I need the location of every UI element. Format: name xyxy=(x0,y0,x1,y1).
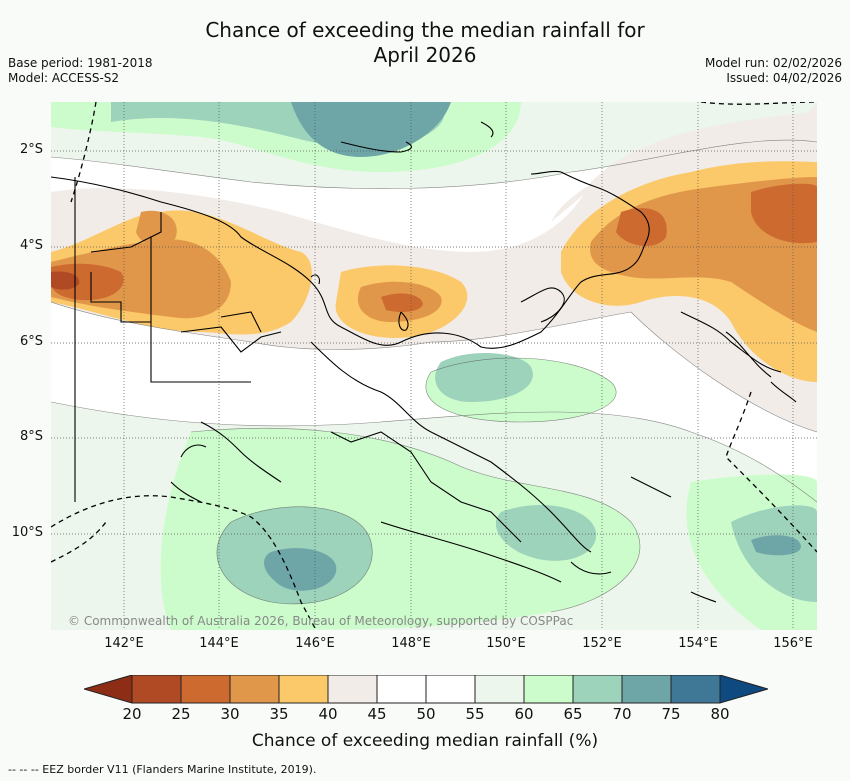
model-info: Base period: 1981-2018 Model: ACCESS-S2 xyxy=(8,56,153,86)
colorbar-bin-20-25 xyxy=(131,675,182,704)
title-line-2: April 2026 xyxy=(373,43,477,67)
lon-label-146e: 146°E xyxy=(295,636,335,651)
lon-label-152e: 152°E xyxy=(582,636,622,651)
issued-date: Issued: 04/02/2026 xyxy=(726,71,842,85)
colorbar-tick: 75 xyxy=(661,705,681,723)
model-name: Model: ACCESS-S2 xyxy=(8,71,120,85)
lat-label-6s: 6°S xyxy=(19,334,43,349)
colorbar-bin-70-75 xyxy=(621,675,672,704)
colorbar-tick: 30 xyxy=(220,705,240,723)
colorbar-tick: 55 xyxy=(465,705,485,723)
colorbar-label: Chance of exceeding median rainfall (%) xyxy=(251,731,599,751)
model-run-date: Model run: 02/02/2026 xyxy=(704,56,842,70)
colorbar-tick: 20 xyxy=(122,705,142,723)
lat-label-10s: 10°S xyxy=(11,525,43,540)
colorbar xyxy=(84,675,768,704)
lon-label-154e: 154°E xyxy=(678,636,718,651)
lat-label-8s: 8°S xyxy=(19,429,43,444)
colorbar-bin-30-35 xyxy=(229,675,280,704)
colorbar-low-arrow xyxy=(84,675,133,704)
colorbar-tick: 65 xyxy=(563,705,583,723)
colorbar-high-arrow xyxy=(719,675,768,704)
title-line-1: Chance of exceeding the median rainfall … xyxy=(205,18,645,42)
colorbar-tick: 70 xyxy=(612,705,632,723)
rainfall-map xyxy=(51,102,817,630)
map-canvas xyxy=(51,102,817,630)
colorbar-tick: 50 xyxy=(416,705,436,723)
colorbar-tick: 80 xyxy=(710,705,730,723)
chart-title: Chance of exceeding the median rainfall … xyxy=(0,18,850,68)
lon-label-144e: 144°E xyxy=(199,636,239,651)
lat-label-4s: 4°S xyxy=(19,238,43,253)
copyright-notice: © Commonwealth of Australia 2026, Bureau… xyxy=(68,614,574,628)
colorbar-bin-75-80 xyxy=(670,675,721,704)
lon-label-150e: 150°E xyxy=(486,636,526,651)
colorbar-tick: 60 xyxy=(514,705,534,723)
colorbar-bin-50-55 xyxy=(425,675,476,704)
lon-label-142e: 142°E xyxy=(104,636,144,651)
colorbar-bin-55-60 xyxy=(474,675,525,704)
colorbar-bin-65-70 xyxy=(572,675,623,704)
colorbar-bin-35-40 xyxy=(278,675,329,704)
eez-legend: -- -- -- EEZ border V11 (Flanders Marine… xyxy=(8,763,317,776)
colorbar-bin-60-65 xyxy=(523,675,574,704)
base-period: Base period: 1981-2018 xyxy=(8,56,153,70)
run-info: Model run: 02/02/2026 Issued: 04/02/2026 xyxy=(705,56,842,86)
colorbar-tick: 45 xyxy=(367,705,387,723)
colorbar-tick: 40 xyxy=(318,705,338,723)
lon-label-148e: 148°E xyxy=(391,636,431,651)
colorbar-bin-45-50 xyxy=(376,675,427,704)
colorbar-tick: 25 xyxy=(171,705,191,723)
lat-label-2s: 2°S xyxy=(19,142,43,157)
lon-label-156e: 156°E xyxy=(773,636,813,651)
colorbar-bin-40-45 xyxy=(327,675,378,704)
colorbar-tick: 35 xyxy=(269,705,289,723)
colorbar-bin-25-30 xyxy=(180,675,231,704)
